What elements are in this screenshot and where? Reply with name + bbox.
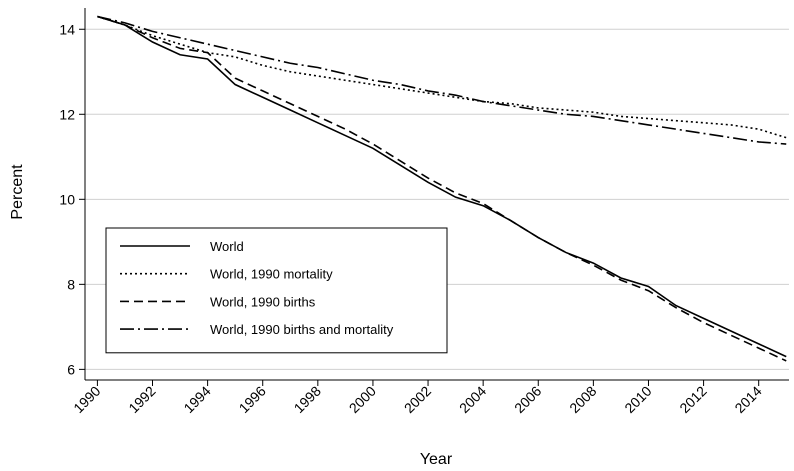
- y-tick-label: 8: [67, 276, 75, 292]
- x-tick-label: 2010: [621, 383, 654, 416]
- series-line: [97, 15, 787, 139]
- x-tick-label: 1998: [291, 383, 324, 416]
- x-tick-label: 1992: [125, 383, 158, 416]
- x-tick-label: 2014: [731, 383, 764, 416]
- series-line: [97, 15, 787, 358]
- y-axis-label: Percent: [9, 164, 26, 220]
- x-tick-label: 1996: [235, 383, 268, 416]
- x-tick-label: 2002: [401, 383, 434, 416]
- y-tick-label: 12: [59, 106, 75, 122]
- x-axis-label: Year: [420, 451, 453, 468]
- y-tick-label: 10: [59, 191, 75, 207]
- legend-box: [105, 227, 448, 354]
- x-tick-label: 2006: [511, 383, 544, 416]
- series-line: [97, 15, 787, 362]
- x-tick-label: 2000: [346, 383, 379, 416]
- x-tick-label: 2012: [676, 383, 709, 416]
- x-tick-label: 1994: [180, 383, 213, 416]
- legend-label: World, 1990 births: [210, 294, 316, 309]
- legend-label: World: [210, 239, 244, 254]
- y-tick-label: 6: [67, 361, 75, 377]
- x-tick-label: 2004: [456, 383, 489, 416]
- y-tick-label: 14: [59, 21, 75, 37]
- legend-label: World, 1990 mortality: [210, 267, 333, 282]
- x-tick-label: 1990: [70, 383, 103, 416]
- series-line: [97, 15, 787, 145]
- legend-label: World, 1990 births and mortality: [210, 322, 394, 337]
- x-tick-label: 2008: [566, 383, 599, 416]
